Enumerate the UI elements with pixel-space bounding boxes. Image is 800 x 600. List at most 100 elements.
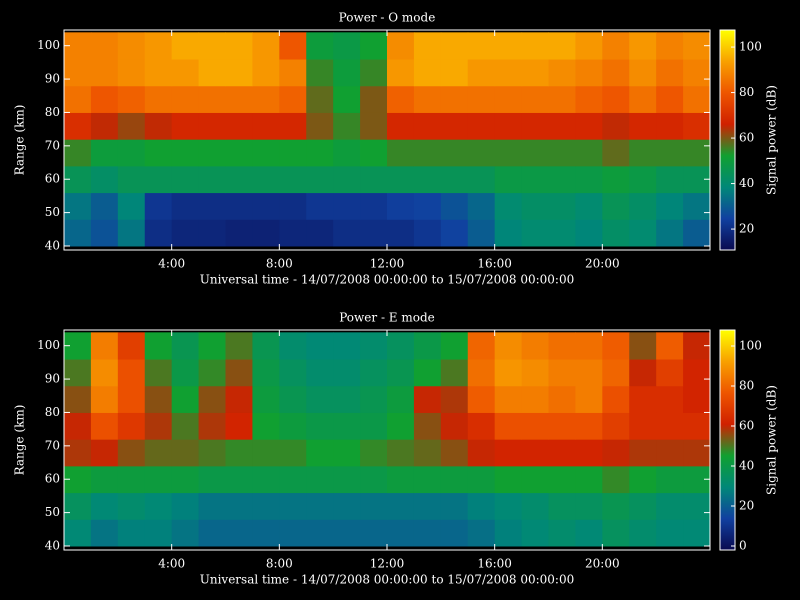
cell xyxy=(602,385,630,413)
cell xyxy=(144,112,173,140)
cell xyxy=(198,465,226,494)
cell xyxy=(117,332,146,360)
cell xyxy=(575,332,603,360)
cell xyxy=(575,385,603,413)
cell xyxy=(252,112,280,140)
cell xyxy=(387,139,415,167)
cell xyxy=(360,192,388,220)
cell xyxy=(683,85,711,113)
cell xyxy=(467,192,496,220)
cell xyxy=(521,192,549,220)
cell xyxy=(548,492,576,520)
cell xyxy=(683,439,711,467)
cell xyxy=(629,32,657,60)
cell xyxy=(602,85,630,113)
cell xyxy=(683,139,711,167)
cell xyxy=(333,32,361,60)
cell xyxy=(467,385,496,413)
cell xyxy=(90,59,119,87)
cell xyxy=(683,192,711,220)
cell xyxy=(656,412,684,440)
cell xyxy=(521,359,549,387)
cell xyxy=(306,112,334,140)
cell xyxy=(440,412,469,440)
x-tick-label: 16:00 xyxy=(477,557,512,571)
cell xyxy=(387,192,415,220)
cell xyxy=(64,85,92,113)
cell xyxy=(656,112,684,140)
cell xyxy=(602,139,630,167)
cell xyxy=(306,439,334,467)
cell xyxy=(656,465,684,494)
cell xyxy=(521,165,549,194)
cell xyxy=(602,332,630,360)
cell xyxy=(387,439,415,467)
cell xyxy=(360,465,388,494)
y-tick-label: 90 xyxy=(45,372,60,386)
cell xyxy=(629,359,657,387)
cell xyxy=(440,332,469,360)
cell xyxy=(252,192,280,220)
cell xyxy=(494,332,523,360)
cell xyxy=(656,59,684,87)
cell xyxy=(333,412,361,440)
cell xyxy=(440,465,469,494)
cell xyxy=(171,219,200,247)
cell xyxy=(252,412,280,440)
cell xyxy=(171,59,200,87)
cell xyxy=(387,385,415,413)
cell xyxy=(440,32,469,60)
cell xyxy=(602,519,630,547)
cell xyxy=(117,139,146,167)
cell xyxy=(387,165,415,194)
colorbar-tick-label: 60 xyxy=(739,419,754,433)
cell xyxy=(629,219,657,247)
cell xyxy=(575,219,603,247)
cell xyxy=(171,85,200,113)
cell xyxy=(252,439,280,467)
cell xyxy=(360,412,388,440)
cell xyxy=(548,519,576,547)
colorbar xyxy=(719,29,736,251)
cell xyxy=(90,192,119,220)
cell xyxy=(494,139,523,167)
cell xyxy=(90,465,119,494)
cell xyxy=(279,519,307,547)
cell xyxy=(171,492,200,520)
cell xyxy=(629,165,657,194)
x-tick-label: 20:00 xyxy=(585,557,620,571)
cell xyxy=(467,359,496,387)
cell xyxy=(225,412,253,440)
cell xyxy=(413,385,442,413)
cell xyxy=(602,492,630,520)
cell xyxy=(521,112,549,140)
cell xyxy=(521,332,549,360)
cell xyxy=(521,412,549,440)
panel-title: Power - O mode xyxy=(339,11,436,25)
cell xyxy=(225,112,253,140)
cell xyxy=(387,85,415,113)
y-tick-label: 80 xyxy=(45,405,60,419)
heatmap xyxy=(64,332,711,547)
x-tick-label: 12:00 xyxy=(370,257,405,271)
colorbar-tick-label: 20 xyxy=(739,499,754,513)
cell xyxy=(575,59,603,87)
cell xyxy=(548,165,576,194)
cell xyxy=(494,439,523,467)
cell xyxy=(548,219,576,247)
cell xyxy=(413,192,442,220)
colorbar-tick-label: 40 xyxy=(739,459,754,473)
cell xyxy=(656,359,684,387)
cell xyxy=(467,85,496,113)
cell xyxy=(198,439,226,467)
cell xyxy=(548,385,576,413)
cell xyxy=(360,85,388,113)
cell xyxy=(90,332,119,360)
cell xyxy=(279,192,307,220)
cell xyxy=(387,332,415,360)
cell xyxy=(144,165,173,194)
cell xyxy=(171,139,200,167)
cell xyxy=(629,492,657,520)
cell xyxy=(602,439,630,467)
cell xyxy=(90,139,119,167)
